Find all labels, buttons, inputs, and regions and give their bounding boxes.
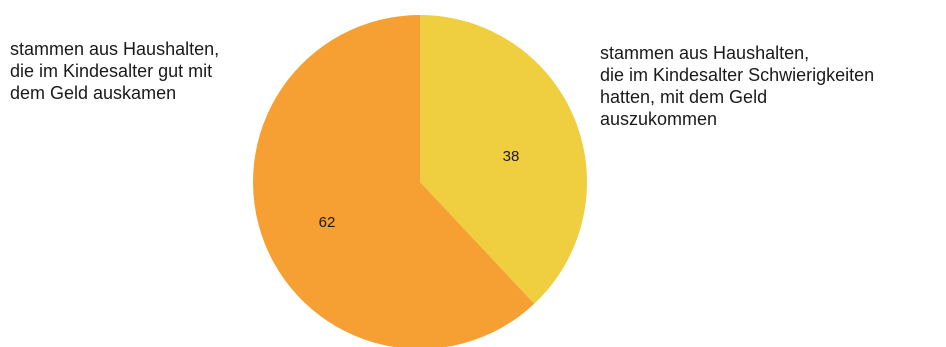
legend-label-good-finances: stammen aus Haushalten, die im Kindesalt…	[10, 39, 220, 103]
slice-value-label: 62	[319, 214, 336, 231]
legend-label-difficult-finances: stammen aus Haushalten, die im Kindesalt…	[600, 43, 875, 129]
pie-slice-38	[420, 15, 588, 304]
pie-slice-62	[253, 15, 535, 347]
slice-value-label: 38	[503, 148, 520, 165]
